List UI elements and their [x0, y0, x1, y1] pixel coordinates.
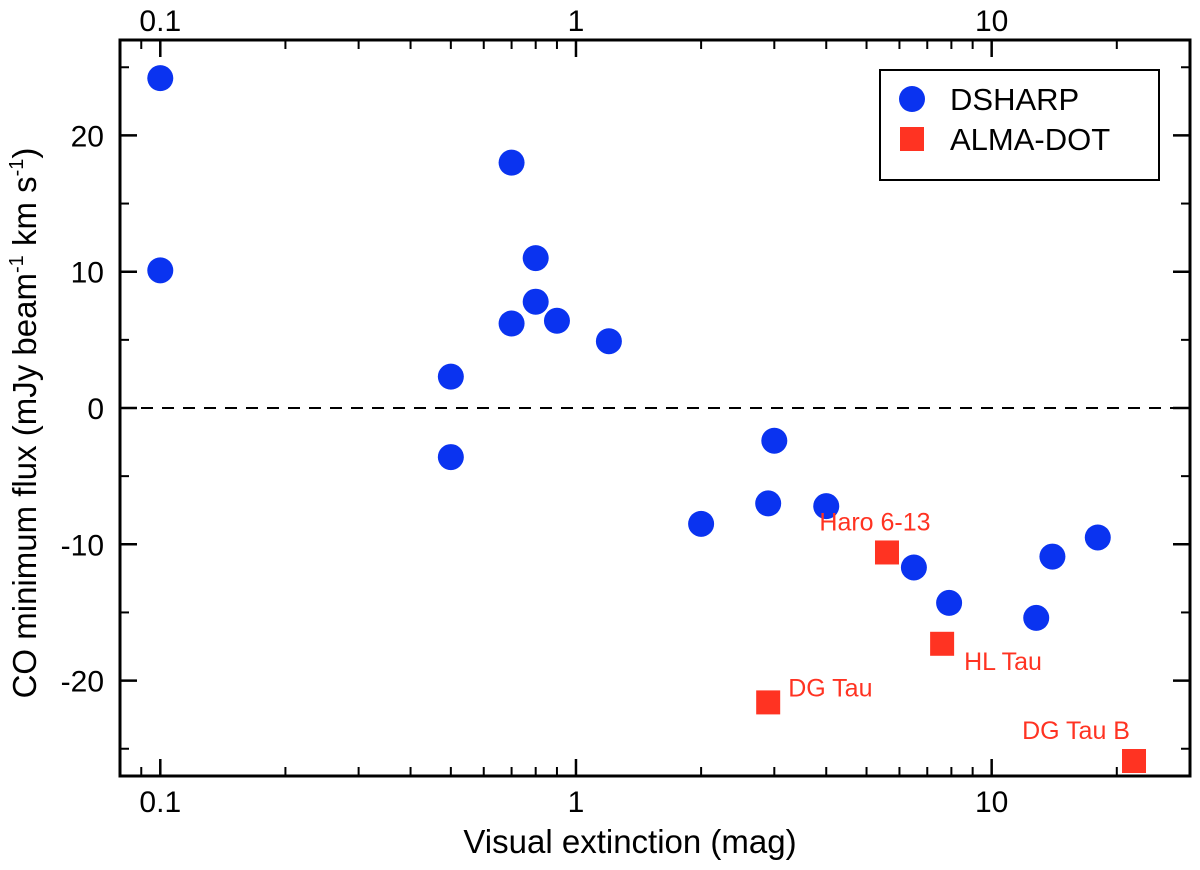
dsharp-point: [543, 307, 570, 334]
legend: DSHARP ALMA-DOT: [879, 69, 1160, 181]
alma-dot-point: [1122, 749, 1147, 774]
x-tick-label: 10: [975, 786, 1008, 819]
y-axis-title-part3: ): [6, 148, 43, 159]
legend-box: [879, 69, 1160, 181]
dsharp-point: [813, 493, 840, 520]
x-tick-label-top: 1: [568, 5, 585, 38]
dsharp-point: [688, 510, 715, 537]
legend-label-alma-dot: ALMA-DOT: [950, 122, 1110, 157]
alma-dot-point: [930, 631, 955, 656]
dsharp-point: [522, 288, 549, 315]
data-points: [147, 65, 1147, 774]
x-tick-label: 0.1: [139, 786, 181, 819]
point-label: Haro 6-13: [819, 508, 930, 536]
y-tick-label: 0: [87, 393, 104, 426]
alma-dot-point: [756, 690, 781, 715]
tick-labels: 0.1 0.1 1 1 10 10 20 10 0 -10 -20: [61, 5, 1009, 819]
x-tick-label-top: 0.1: [139, 5, 181, 38]
dsharp-point: [1023, 604, 1050, 631]
dsharp-point: [1039, 543, 1066, 570]
dsharp-point: [755, 490, 782, 517]
y-tick-label: -20: [61, 666, 104, 699]
dsharp-point: [147, 257, 174, 284]
y-tick-label: -10: [61, 529, 104, 562]
plot-frame: [118, 38, 1192, 778]
y-tick-label: 20: [71, 120, 104, 153]
y-axis-title-part2: km s: [6, 176, 43, 255]
alma-dot-point: [874, 540, 899, 565]
y-tick-label: 10: [71, 257, 104, 290]
dsharp-point: [595, 328, 622, 355]
point-annotations: DG Tau Haro 6-13 HL Tau DG Tau B: [788, 508, 1130, 745]
y-axis-title-part1: CO minimum flux (mJy beam: [6, 273, 43, 698]
y-axis-title: CO minimum flux (mJy beam-1 km s-1): [6, 148, 43, 699]
dsharp-point: [936, 589, 963, 616]
dsharp-point: [900, 554, 927, 581]
y-axis-title-sup1: -1: [6, 255, 28, 273]
point-label: DG Tau: [788, 674, 872, 702]
y-axis-title-sup2: -1: [6, 159, 28, 177]
x-tick-label: 1: [568, 786, 585, 819]
point-label: HL Tau: [964, 648, 1042, 676]
legend-marker-dsharp: [899, 86, 925, 112]
point-label: DG Tau B: [1022, 717, 1130, 745]
dsharp-point: [498, 149, 525, 176]
legend-marker-alma-dot: [900, 127, 924, 151]
dsharp-point: [147, 65, 174, 92]
dsharp-point: [498, 310, 525, 337]
x-tick-label-top: 10: [975, 5, 1008, 38]
dsharp-point: [437, 444, 464, 471]
x-axis-title: Visual extinction (mag): [463, 823, 796, 860]
dsharp-point: [522, 245, 549, 272]
dsharp-point: [437, 363, 464, 390]
legend-label-dsharp: DSHARP: [950, 82, 1079, 117]
dsharp-point: [1084, 524, 1111, 551]
dsharp-point: [761, 427, 788, 454]
